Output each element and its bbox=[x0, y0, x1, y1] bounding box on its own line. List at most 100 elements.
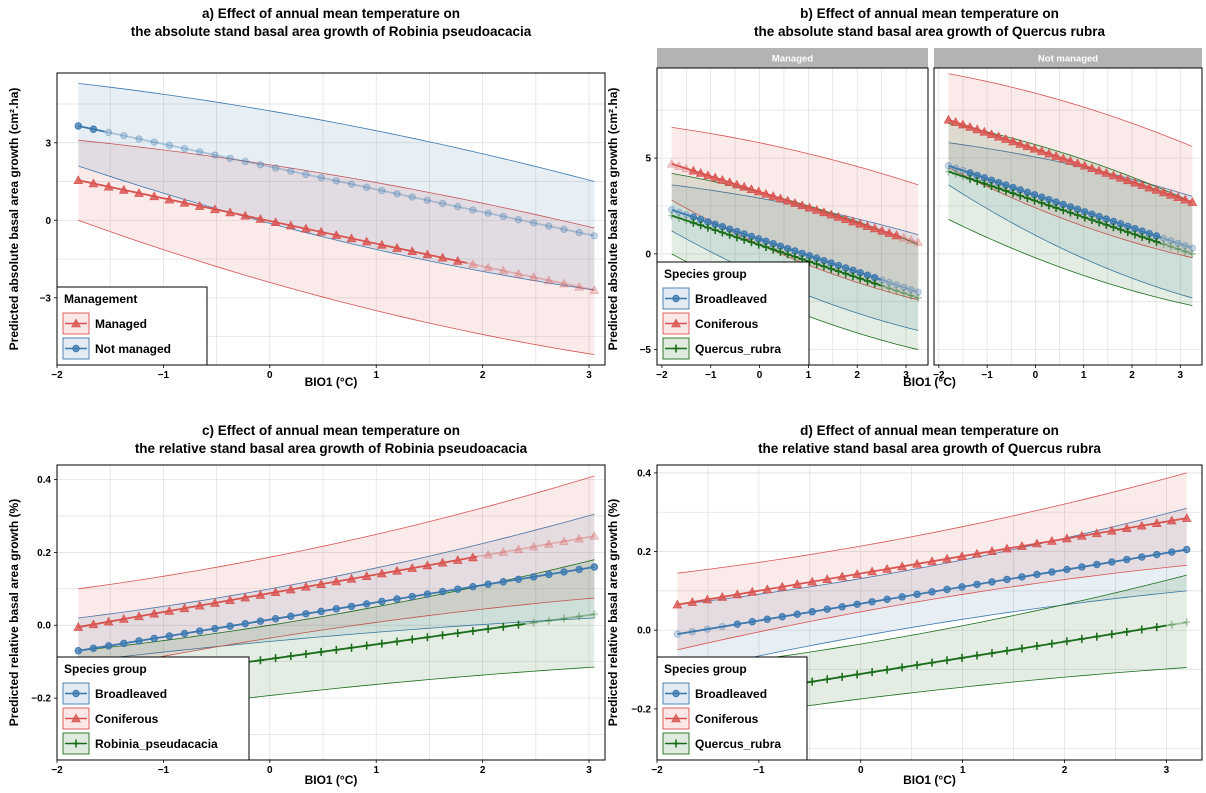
c-xtick-label: 1 bbox=[373, 765, 379, 776]
d-xtick-label: −2 bbox=[651, 765, 663, 776]
c-point-Coniferous bbox=[574, 533, 585, 543]
b-managed-point-Quercus_rubra bbox=[813, 260, 821, 269]
c-point-Broadleaved bbox=[165, 632, 174, 640]
b-ylabel: Predicted absolute basal area growth (cm… bbox=[606, 88, 620, 351]
b-managed-point-Quercus_rubra bbox=[892, 286, 900, 295]
b-managed-point-Quercus_rubra bbox=[856, 274, 864, 283]
b-managed-point-Broadleaved bbox=[885, 278, 893, 287]
c-point-Broadleaved bbox=[378, 597, 386, 606]
c-point-Broadleaved bbox=[560, 568, 568, 576]
d-legend-key-marker bbox=[672, 739, 680, 748]
b-managed-point-Coniferous bbox=[819, 207, 829, 217]
b-managed-ci-upper-Coniferous bbox=[671, 127, 919, 186]
d-point-Broadleaved bbox=[1108, 558, 1116, 566]
b-not-managed-point-Coniferous bbox=[1051, 151, 1061, 160]
a-point-Not managed bbox=[150, 138, 158, 146]
d-point-Coniferous bbox=[1047, 535, 1057, 545]
d-xtick-label: −1 bbox=[753, 765, 765, 776]
b-managed-point-Coniferous bbox=[666, 158, 677, 168]
b-managed-point-Broadleaved bbox=[667, 206, 676, 214]
a-ylabel: Predicted absolute basal area growth (cm… bbox=[7, 88, 21, 351]
c-point-Robinia_pseudacacia bbox=[332, 645, 340, 654]
b-managed-point-Coniferous bbox=[833, 211, 844, 221]
a-panel-border bbox=[56, 72, 606, 366]
c-point-Broadleaved bbox=[226, 622, 234, 630]
c-point-Coniferous bbox=[210, 597, 220, 607]
b-not-managed-point-Quercus_rubra bbox=[1131, 230, 1139, 239]
b-not-managed-point-Coniferous bbox=[1072, 158, 1083, 168]
a-title-line1: a) Effect of annual mean temperature on bbox=[202, 6, 460, 21]
c-point-Broadleaved bbox=[74, 647, 82, 655]
b-not-managed-line-faded-Broadleaved bbox=[1160, 236, 1193, 249]
b-not-managed-point-Quercus_rubra bbox=[1031, 196, 1039, 205]
b-managed-point-Quercus_rubra bbox=[726, 230, 734, 239]
c-legend-title: Species group bbox=[64, 662, 147, 676]
d-point-Broadleaved bbox=[883, 595, 891, 604]
b-not-managed-point-Quercus_rubra bbox=[1016, 191, 1024, 200]
a-point-Managed bbox=[513, 268, 524, 278]
c-point-Coniferous bbox=[149, 608, 160, 618]
d-point-Coniferous bbox=[1166, 515, 1177, 525]
c-point-Broadleaved bbox=[271, 615, 280, 623]
c-point-Robinia_pseudacacia bbox=[484, 624, 492, 633]
b-not-managed-panel-border bbox=[933, 67, 1203, 366]
a-legend-box bbox=[56, 286, 208, 366]
a-point-Not managed bbox=[120, 131, 128, 140]
b-not-managed-point-Coniferous bbox=[1108, 170, 1119, 180]
b-not-managed-point-Coniferous bbox=[979, 126, 990, 136]
a-point-Managed bbox=[179, 197, 190, 207]
b-not-managed-ci-lower-Coniferous bbox=[948, 167, 1193, 259]
panel-b: Managed −2 −1 0 1 2 3 −5 0 5 Not managed −2 −1 0 1 2 3 b)… bbox=[606, 6, 1203, 389]
b-managed-point-Coniferous bbox=[753, 186, 764, 196]
c-point-Broadleaved bbox=[302, 610, 310, 618]
a-legend-key-marker bbox=[71, 318, 81, 328]
a-point-Not managed bbox=[469, 206, 477, 214]
c-point-Broadleaved bbox=[256, 617, 265, 625]
b-not-managed-ci-lower-Quercus_rubra bbox=[948, 219, 1193, 306]
b-not-managed-point-Quercus_rubra bbox=[1138, 232, 1146, 241]
d-point-Coniferous bbox=[942, 553, 952, 563]
d-point-Broadleaved bbox=[853, 600, 861, 608]
d-point-Quercus_rubra bbox=[1018, 644, 1026, 653]
c-legend-key-marker bbox=[71, 713, 81, 723]
b-managed-point-Quercus_rubra bbox=[914, 293, 922, 302]
a-point-Not managed bbox=[165, 141, 174, 150]
a-legend: Management Managed Not managed bbox=[56, 286, 208, 366]
b-managed-point-Coniferous bbox=[790, 198, 800, 207]
c-point-Coniferous bbox=[392, 565, 402, 575]
b-not-managed-point-Quercus_rubra bbox=[1038, 198, 1046, 207]
c-point-Broadleaved bbox=[287, 612, 295, 620]
d-point-Quercus_rubra bbox=[838, 672, 846, 681]
a-ribbon-Managed bbox=[78, 140, 595, 355]
d-point-Coniferous bbox=[717, 591, 728, 601]
b-managed-point-Quercus_rubra bbox=[747, 238, 755, 247]
d-point-Coniferous bbox=[837, 571, 848, 581]
a-point-Managed bbox=[88, 178, 99, 188]
b-not-managed-point-Quercus_rubra bbox=[1124, 228, 1132, 237]
d-point-Broadleaved bbox=[748, 617, 756, 626]
panel-c: −2 −1 0 1 2 3 −0.2 0.0 0.2 0.4 c) Effect of annual… bbox=[7, 423, 606, 787]
b-managed-point-Quercus_rubra bbox=[769, 245, 777, 254]
b-legend-key-marker bbox=[672, 294, 680, 303]
b-not-managed-point-Coniferous bbox=[950, 117, 961, 126]
a-point-Managed bbox=[498, 265, 509, 275]
d-point-Broadleaved bbox=[1093, 560, 1101, 569]
a-point-Not managed bbox=[104, 128, 113, 137]
b-managed-point-Coniferous bbox=[739, 181, 750, 191]
a-point-Managed bbox=[437, 252, 448, 262]
b-managed-point-Quercus_rubra bbox=[907, 291, 915, 300]
b-managed-line-faded-Coniferous bbox=[900, 236, 919, 244]
a-point-Not managed bbox=[529, 219, 538, 227]
b-not-managed-point-Broadleaved bbox=[1159, 234, 1168, 243]
b-not-managed-point-Quercus_rubra bbox=[1160, 240, 1168, 249]
b-not-managed-point-Quercus_rubra bbox=[1109, 223, 1117, 232]
a-point-Not managed bbox=[438, 199, 447, 208]
b-managed-ytick-label: −5 bbox=[640, 345, 652, 356]
b-not-managed-point-Coniferous bbox=[1187, 197, 1198, 206]
a-point-Not managed bbox=[211, 151, 219, 159]
a-point-Not managed bbox=[226, 154, 234, 162]
c-point-Coniferous bbox=[88, 619, 99, 629]
a-point-Not managed bbox=[514, 215, 523, 224]
a-point-Managed bbox=[422, 249, 433, 259]
a-xtick-label: 0 bbox=[267, 370, 273, 381]
